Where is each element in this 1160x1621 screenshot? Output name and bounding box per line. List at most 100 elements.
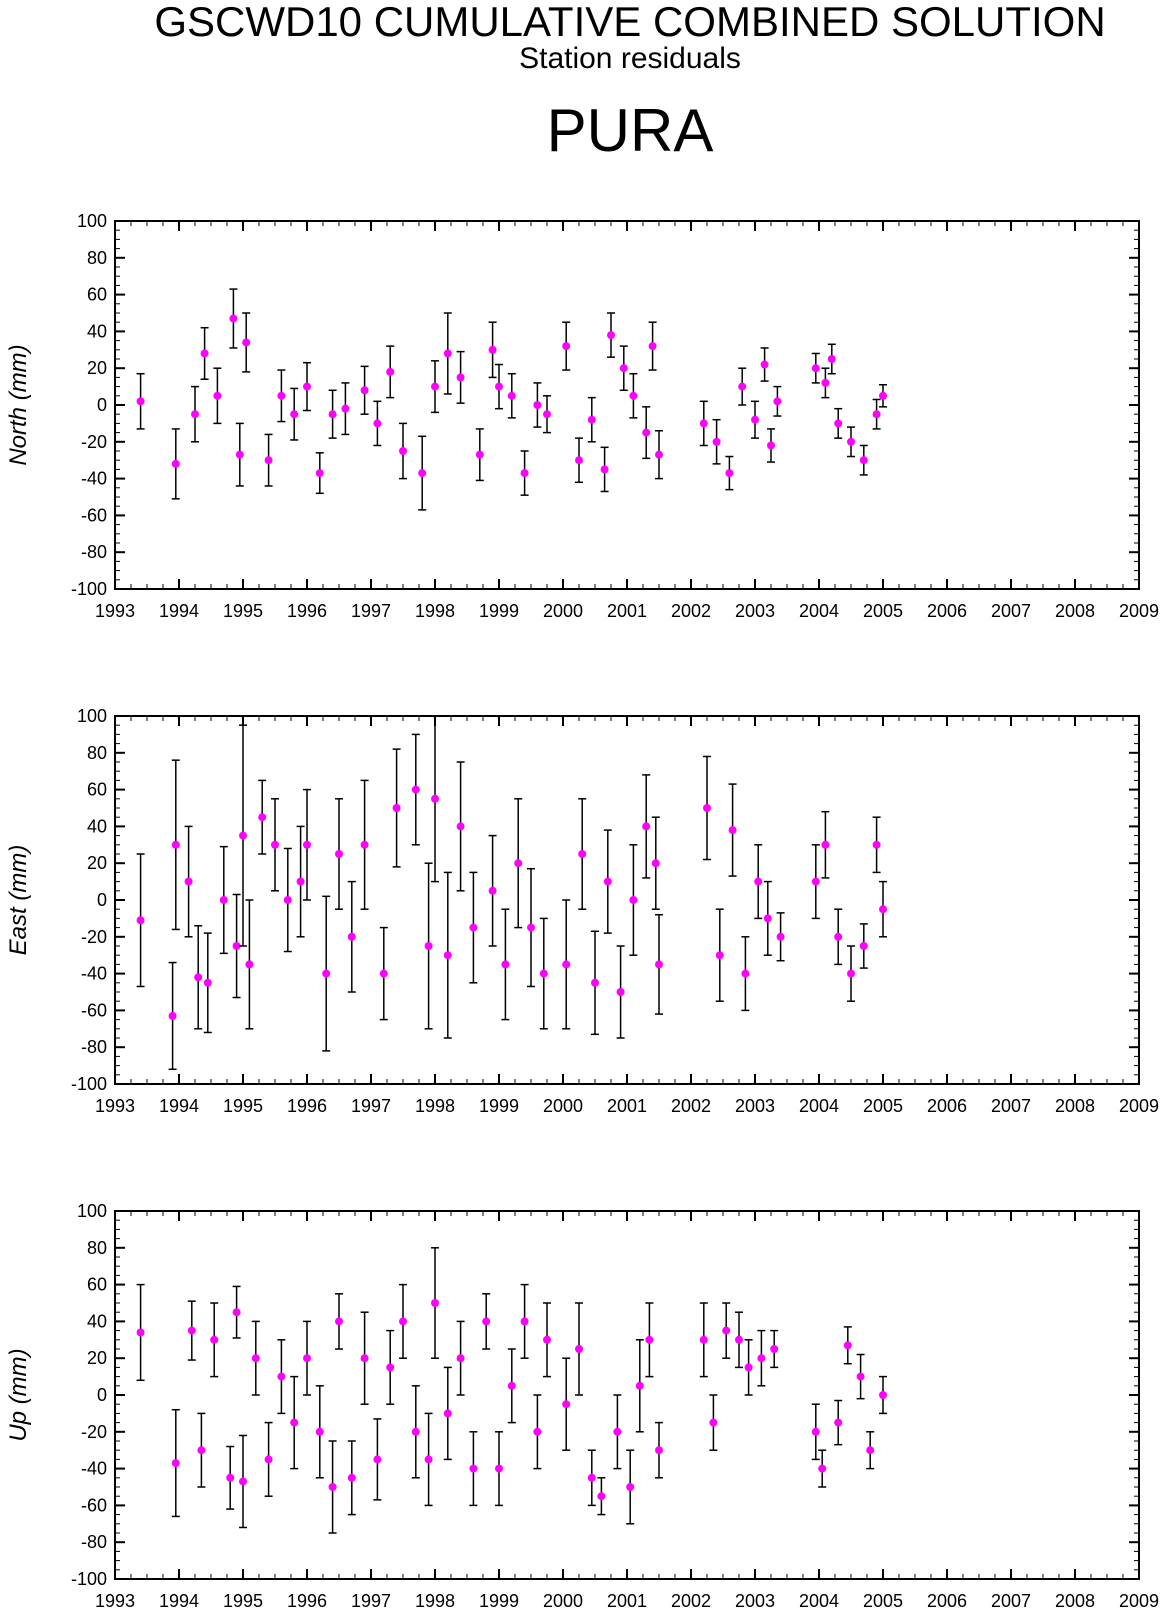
- up-x-tick-label: 1995: [223, 1591, 263, 1611]
- north-data-point: [200, 349, 209, 358]
- up-x-tick-label: 2009: [1119, 1591, 1159, 1611]
- east-data-point: [821, 840, 830, 849]
- up-data-point: [347, 1473, 356, 1482]
- up-data-point: [482, 1317, 491, 1326]
- up-y-axis-label: Up (mm): [5, 1348, 32, 1441]
- up-data-point: [757, 1354, 766, 1363]
- north-data-point: [520, 469, 529, 478]
- east-x-tick-label: 2003: [735, 1096, 775, 1116]
- up-y-tick-label: 80: [87, 1238, 107, 1258]
- north-data-point: [811, 364, 820, 373]
- north-data-point: [213, 391, 222, 400]
- north-data-point: [834, 419, 843, 428]
- east-data-point: [562, 960, 571, 969]
- east-x-tick-label: 2008: [1055, 1096, 1095, 1116]
- north-y-tick-label: 80: [87, 248, 107, 268]
- east-data-point: [763, 914, 772, 923]
- north-data-point: [191, 410, 199, 419]
- east-data-point: [811, 877, 820, 886]
- up-y-tick-label: 20: [87, 1348, 107, 1368]
- up-data-point: [373, 1455, 382, 1464]
- east-plot-frame: [114, 715, 1140, 1085]
- up-data-point: [315, 1427, 324, 1436]
- up-data-point: [834, 1418, 843, 1427]
- up-data-point: [360, 1354, 369, 1363]
- up-data-point: [587, 1473, 596, 1482]
- north-y-tick-label: 0: [97, 395, 107, 415]
- east-x-tick-label: 2002: [671, 1096, 711, 1116]
- north-data-point: [859, 456, 868, 465]
- east-x-tick-label: 2000: [543, 1096, 583, 1116]
- up-x-tick-label: 2003: [735, 1591, 775, 1611]
- up-x-tick-label: 2000: [543, 1591, 583, 1611]
- up-data-point: [533, 1427, 542, 1436]
- north-x-tick-label: 2005: [863, 601, 903, 621]
- east-data-point: [655, 960, 663, 969]
- north-data-point: [725, 469, 734, 478]
- east-data-point: [603, 877, 612, 886]
- east-y-tick-label: -40: [81, 964, 107, 984]
- up-data-point: [495, 1464, 503, 1473]
- up-data-point: [431, 1299, 439, 1307]
- up-data-point: [210, 1335, 219, 1344]
- north-data-point: [360, 386, 369, 395]
- north-data-point: [171, 459, 180, 468]
- east-data-point: [271, 840, 279, 849]
- north-data-point: [543, 410, 551, 419]
- up-data-point: [226, 1473, 235, 1482]
- north-data-point: [699, 419, 708, 428]
- up-x-tick-label: 2008: [1055, 1591, 1095, 1611]
- up-y-tick-label: -20: [81, 1422, 107, 1442]
- east-data-point: [203, 978, 212, 987]
- up-data-point: [443, 1409, 452, 1418]
- east-y-tick-label: -60: [81, 1000, 107, 1020]
- north-data-point: [847, 437, 855, 446]
- up-x-tick-label: 2001: [607, 1591, 647, 1611]
- east-data-point: [431, 794, 439, 803]
- north-data-point: [328, 410, 337, 419]
- north-data-point: [418, 469, 427, 478]
- east-data-point: [424, 942, 433, 950]
- north-data-point: [575, 456, 583, 465]
- north-data-point: [587, 415, 596, 424]
- north-data-point: [619, 364, 628, 373]
- east-y-tick-label: 60: [87, 780, 107, 800]
- north-x-tick-label: 2002: [671, 601, 711, 621]
- east-x-tick-label: 2006: [927, 1096, 967, 1116]
- up-data-point: [626, 1483, 635, 1491]
- north-data-point: [386, 367, 395, 376]
- east-data-point: [776, 932, 785, 941]
- east-data-point: [283, 896, 292, 904]
- up-data-point: [456, 1354, 465, 1363]
- up-data-point: [290, 1418, 299, 1427]
- east-data-point: [715, 951, 724, 960]
- north-data-point: [431, 382, 439, 391]
- east-data-point: [539, 969, 548, 978]
- up-data-point: [386, 1363, 395, 1372]
- east-data-point: [728, 826, 737, 835]
- north-data-point: [642, 428, 651, 437]
- north-data-point: [303, 382, 311, 391]
- east-data-point: [859, 942, 868, 950]
- east-data-point: [303, 840, 311, 849]
- east-data-point: [184, 877, 193, 886]
- north-data-point: [341, 404, 350, 413]
- north-data-point: [399, 447, 407, 455]
- north-data-point: [456, 373, 465, 382]
- up-data-point: [424, 1455, 433, 1464]
- east-x-tick-label: 1997: [351, 1096, 391, 1116]
- east-x-tick-label: 2007: [991, 1096, 1031, 1116]
- east-data-point: [703, 804, 711, 812]
- up-data-point: [232, 1308, 241, 1317]
- up-data-point: [303, 1354, 311, 1363]
- north-y-tick-label: 40: [87, 321, 107, 341]
- east-data-point: [501, 960, 510, 969]
- up-x-tick-label: 2006: [927, 1591, 967, 1611]
- north-data-point: [235, 450, 244, 459]
- up-data-point: [575, 1345, 583, 1353]
- east-data-point: [411, 785, 420, 794]
- up-data-point: [655, 1446, 663, 1455]
- east-data-point: [258, 813, 267, 822]
- east-y-tick-label: -100: [71, 1074, 107, 1094]
